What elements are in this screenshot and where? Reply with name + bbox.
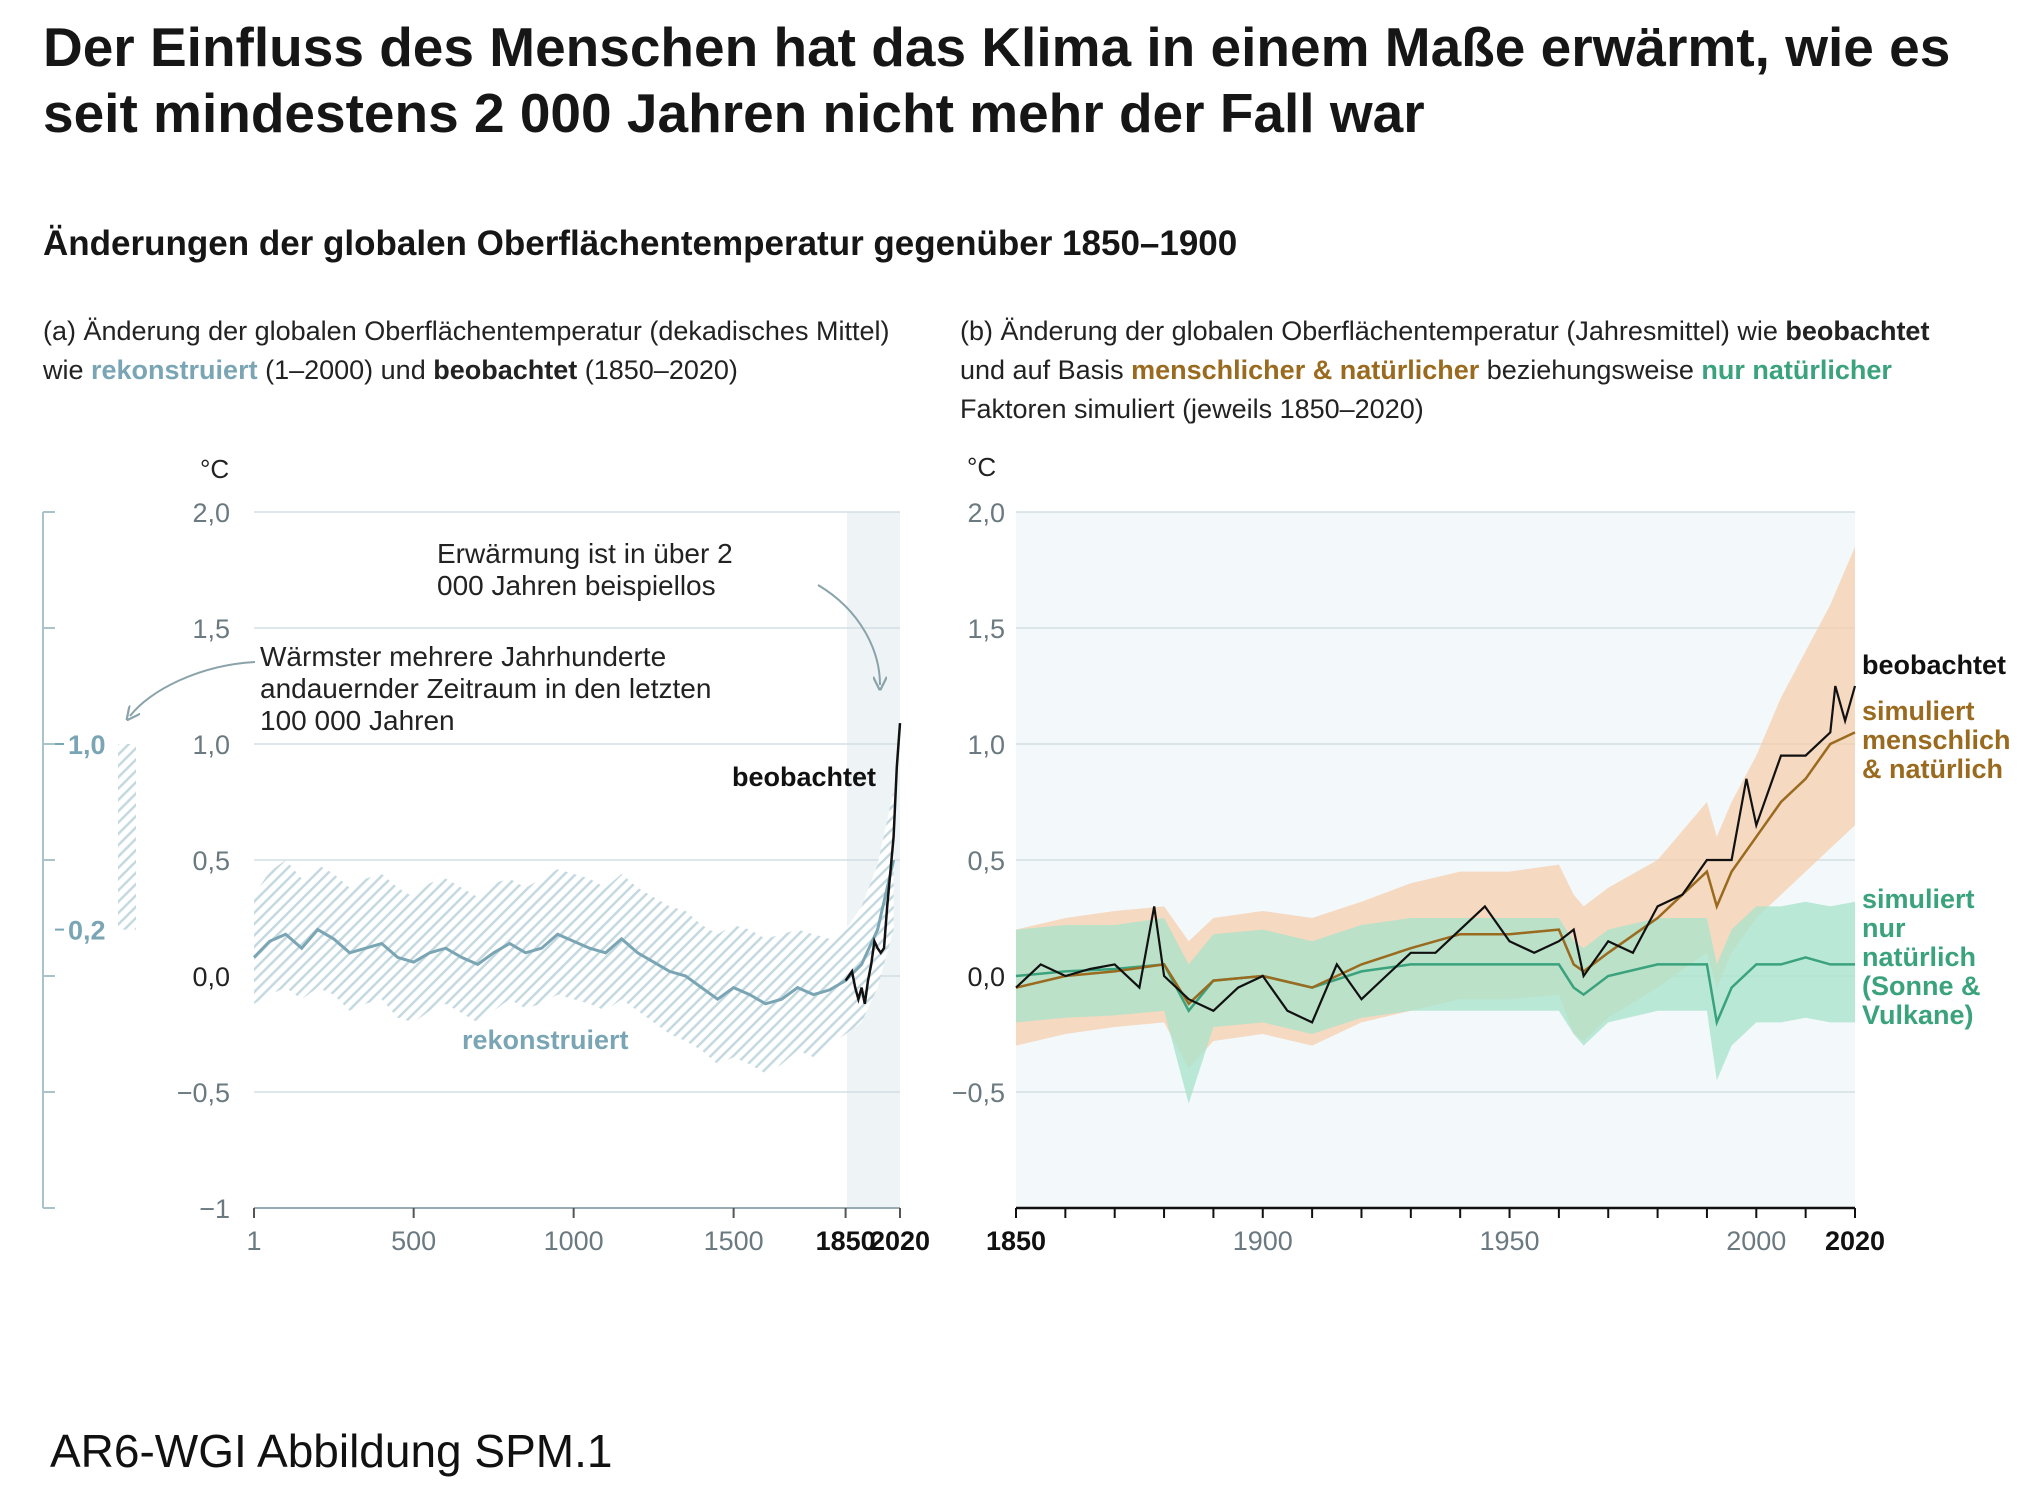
panel-a-x-tick-label: 1 <box>246 1226 261 1256</box>
reconstructed-line <box>252 859 896 1006</box>
caption-b-natural: nur natürlicher <box>1701 355 1892 385</box>
panel-b-y-tick-label: 0,0 <box>967 962 1005 992</box>
panel-b-human-label-line: & natürlich <box>1862 754 2003 784</box>
main-title: Der Einfluss des Menschen hat das Klima … <box>43 16 1951 144</box>
panel-a-warm-arrow <box>130 661 256 716</box>
caption-b-part4: Faktoren simuliert (jeweils 1850–2020) <box>960 394 1424 424</box>
human-natural-line <box>1015 731 1856 1006</box>
panel-b-y-tick-label: 1,5 <box>967 614 1005 644</box>
panel-b-x-tick-label: 1850 <box>986 1226 1046 1256</box>
panel-a-y-unit: °C <box>200 454 229 484</box>
panel-a-y-tick-label: 2,0 <box>192 498 230 528</box>
panel-b: °C 2,0 1,5 1,0 0,5 0,0 −0,5 1850 1900 1950 2000 2… <box>952 452 2011 1256</box>
caption-b-human: menschlicher & natürlicher <box>1131 355 1480 385</box>
observed-line-b <box>1015 685 1857 1024</box>
panel-a-side-bar-label: 1,0 <box>68 730 106 760</box>
panel-a-reconstructed-label: rekonstruiert <box>462 1025 629 1055</box>
panel-a-x-tick-label: 2020 <box>870 1226 930 1256</box>
panel-a-observed-label: beobachtet <box>732 762 876 792</box>
caption-a-part2: (1–2000) und <box>257 355 434 385</box>
panel-b-natural-label-line: natürlich <box>1862 942 1976 972</box>
panel-a: °C 2,01,51,00,50,0−0,5−1 1 500 1000 1500 185… <box>42 454 930 1256</box>
caption-b-part3: beziehungsweise <box>1479 355 1702 385</box>
panel-a-recent-arrow <box>817 584 880 685</box>
caption-a-part3: (1850–2020) <box>577 355 738 385</box>
panel-a-y-tick-label: 0,5 <box>192 846 230 876</box>
panel-a-y-tick-label: 1,0 <box>192 730 230 760</box>
caption-a-observed: beobachtet <box>433 355 578 385</box>
panel-a-y-tick-label: 0,0 <box>192 962 230 992</box>
panel-b-series <box>1015 546 1857 1104</box>
panel-b-y-tick-label: −0,5 <box>952 1078 1005 1108</box>
panel-b-y-tick-label: 2,0 <box>967 498 1005 528</box>
panel-b-caption: (b) Änderung der globalen Oberflächentem… <box>960 312 1960 429</box>
panel-b-observed-label: beobachtet <box>1862 650 2006 680</box>
panel-b-x-ticks: 1850 1900 1950 2000 2020 <box>986 1208 1885 1256</box>
panel-b-natural-label-line: (Sonne & <box>1862 971 1981 1001</box>
natural-only-range-band <box>1016 901 1855 1104</box>
panel-b-x-tick-label: 1900 <box>1233 1226 1293 1256</box>
panel-a-side-bar-range <box>118 744 136 930</box>
caption-a-reconstructed: rekonstruiert <box>91 355 258 385</box>
panel-b-natural-label-line: simuliert <box>1862 884 1975 914</box>
panel-b-natural-label-line: Vulkane) <box>1862 1000 1974 1030</box>
figure-reference: AR6-WGI Abbildung SPM.1 <box>50 1425 613 1477</box>
panel-b-human-label-line: menschlich <box>1862 725 2011 755</box>
panel-b-gridlines <box>1016 511 1855 1093</box>
panel-b-y-ticks: 2,0 1,5 1,0 0,5 0,0 −0,5 <box>952 498 1005 1108</box>
panel-b-y-unit: °C <box>967 452 996 482</box>
caption-b-observed: beobachtet <box>1785 316 1930 346</box>
caption-b-part1: (b) Änderung der globalen Oberflächentem… <box>960 316 1786 346</box>
natural-only-line <box>1015 956 1855 1027</box>
panel-b-natural-label-line: nur <box>1862 913 1906 943</box>
panel-b-y-tick-label: 1,0 <box>967 730 1005 760</box>
observed-line-a <box>844 723 902 1005</box>
panel-a-y-ticks: 2,0 1,5 1,0 0,5 0,0 −0,5 −1 <box>177 498 230 1224</box>
panel-b-x-tick-label: 2020 <box>1825 1226 1885 1256</box>
panel-a-caption: (a) Änderung der globalen Oberflächentem… <box>43 312 923 390</box>
panel-a-x-tick-label: 1000 <box>544 1226 604 1256</box>
panel-a-y-tick-label: −1 <box>199 1194 230 1224</box>
panel-b-y-tick-label: 0,5 <box>967 846 1005 876</box>
panel-a-series <box>252 723 902 1074</box>
panel-b-x-tick-label: 1950 <box>1479 1226 1539 1256</box>
panel-a-side-bar: 1,0 0,2 <box>42 511 136 1209</box>
panel-a-x-tick-label: 500 <box>391 1226 436 1256</box>
panel-a-side-bar-label: 0,2 <box>68 916 106 946</box>
reconstructed-range-band <box>254 790 894 1074</box>
panel-a-recent-annotation: Erwärmung ist in über 2 000 Jahren beispi… <box>437 538 733 601</box>
panel-a-y-tick-label: −0,5 <box>177 1078 230 1108</box>
main-subtitle: Änderungen der globalen Oberflächentempe… <box>43 224 1238 263</box>
panel-b-x-tick-label: 2000 <box>1726 1226 1786 1256</box>
panel-b-human-label-line: simuliert <box>1862 696 1975 726</box>
caption-a-part1: (a) Änderung der globalen Oberflächentem… <box>43 316 890 385</box>
panel-a-warm-period-annotation: Wärmster mehrere Jahrhunderte andauernder… <box>260 641 711 736</box>
panel-a-y-tick-label: 1,5 <box>192 614 230 644</box>
panel-a-x-tick-label: 1850 <box>816 1226 876 1256</box>
caption-b-part2: und auf Basis <box>960 355 1132 385</box>
panel-a-x-tick-label: 1500 <box>704 1226 764 1256</box>
